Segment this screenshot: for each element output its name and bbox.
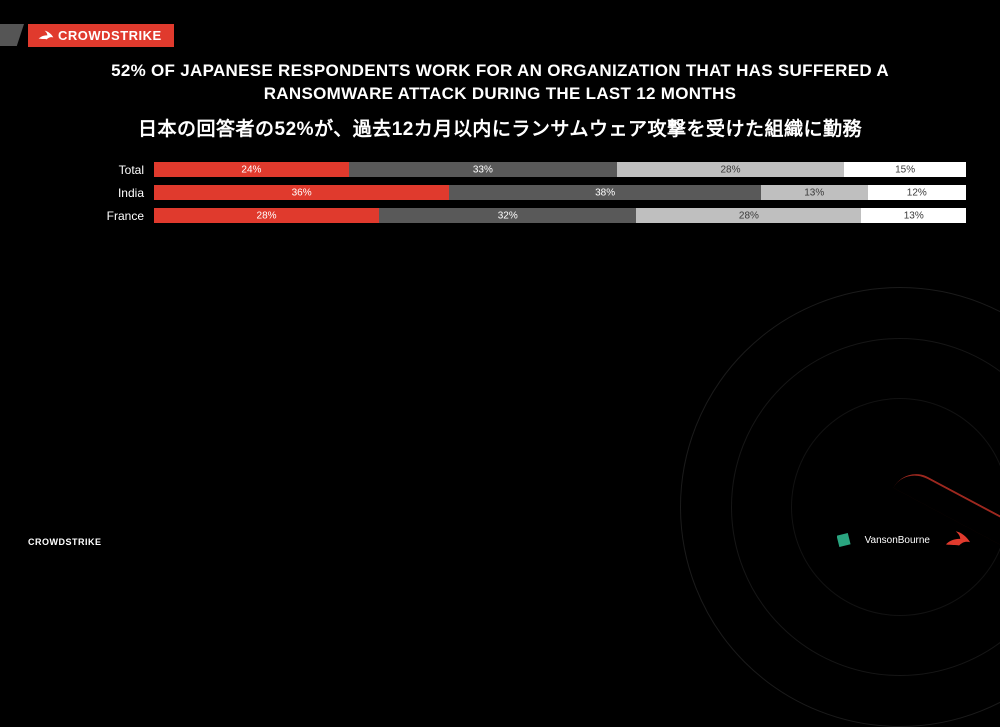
segment-value: 36% bbox=[292, 187, 312, 198]
title-line1: 52% OF JAPANESE RESPONDENTS WORK FOR AN … bbox=[111, 61, 889, 80]
bar-segment: 13% bbox=[761, 185, 868, 200]
title-line2: RANSOMWARE ATTACK DURING THE LAST 12 MON… bbox=[264, 84, 737, 103]
falcon-icon bbox=[944, 529, 972, 551]
bar-segment: 24% bbox=[154, 162, 349, 177]
bar-track: 24% 33% 28% 15% bbox=[154, 162, 966, 177]
segment-value: 28% bbox=[720, 164, 740, 175]
decorative-circles bbox=[680, 287, 1000, 727]
top-left-accent bbox=[0, 24, 24, 46]
segment-value: 28% bbox=[739, 210, 759, 221]
crowdstrike-logo-badge: CROWDSTRIKE bbox=[28, 24, 174, 47]
segment-value: 28% bbox=[257, 210, 277, 221]
bar-segment: 12% bbox=[868, 185, 966, 200]
bar-segment: 33% bbox=[349, 162, 617, 177]
logo-text: CROWDSTRIKE bbox=[58, 28, 162, 43]
chart-row: France 28% 32% 28% 13% bbox=[60, 204, 966, 227]
bar-segment: 15% bbox=[844, 162, 966, 177]
slide-subtitle-jp: 日本の回答者の52%が、過去12カ月以内にランサムウェア攻撃を受けた組織に勤務 bbox=[40, 114, 960, 141]
bar-segment: 13% bbox=[861, 208, 966, 223]
segment-value: 24% bbox=[241, 164, 261, 175]
bar-track: 36% 38% 13% 12% bbox=[154, 185, 966, 200]
segment-value: 32% bbox=[498, 210, 518, 221]
segment-value: 13% bbox=[804, 187, 824, 198]
row-label: India bbox=[60, 186, 154, 200]
bar-segment: 28% bbox=[154, 208, 379, 223]
segment-value: 15% bbox=[895, 164, 915, 175]
stacked-bar-chart: Total 24% 33% 28% 15% India 36% 38% 13% 12% France… bbox=[60, 158, 966, 227]
falcon-icon bbox=[38, 29, 54, 43]
segment-value: 13% bbox=[904, 210, 924, 221]
row-label: Total bbox=[60, 163, 154, 177]
vansonbourne-icon bbox=[837, 533, 851, 547]
bar-segment: 28% bbox=[636, 208, 861, 223]
segment-value: 12% bbox=[907, 187, 927, 198]
bar-track: 28% 32% 28% 13% bbox=[154, 208, 966, 223]
chart-row: India 36% 38% 13% 12% bbox=[60, 181, 966, 204]
footer-credits: VansonBourne bbox=[837, 529, 972, 551]
segment-value: 38% bbox=[595, 187, 615, 198]
bar-segment: 32% bbox=[379, 208, 636, 223]
row-label: France bbox=[60, 209, 154, 223]
slide-title: 52% OF JAPANESE RESPONDENTS WORK FOR AN … bbox=[50, 60, 950, 106]
chart-row: Total 24% 33% 28% 15% bbox=[60, 158, 966, 181]
segment-value: 33% bbox=[473, 164, 493, 175]
footer-brand: CROWDSTRIKE bbox=[28, 537, 102, 547]
bar-segment: 28% bbox=[617, 162, 844, 177]
vendor-name: VansonBourne bbox=[865, 535, 930, 546]
bar-segment: 38% bbox=[449, 185, 761, 200]
bar-segment: 36% bbox=[154, 185, 449, 200]
